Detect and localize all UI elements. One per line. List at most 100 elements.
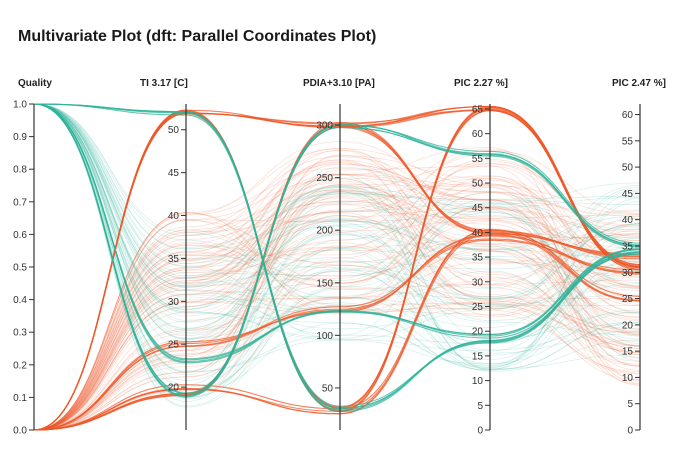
data-line (33, 180, 641, 431)
data-line (33, 103, 641, 382)
tick-label: 40 (622, 215, 634, 226)
data-line (33, 103, 641, 236)
data-line (33, 174, 641, 431)
tick-label: 50 (322, 383, 334, 394)
tick-label: 40 (168, 211, 180, 222)
tick-label: 0 (627, 426, 633, 437)
data-line (33, 103, 641, 352)
data-line (33, 173, 641, 431)
data-line (33, 209, 641, 431)
data-line (33, 103, 641, 299)
data-line (33, 163, 641, 431)
data-line (33, 103, 641, 373)
tick-label: 15 (472, 351, 484, 362)
data-line (33, 103, 641, 371)
tick-label: 50 (472, 179, 484, 190)
data-line (33, 173, 641, 431)
tick-label: 30 (472, 277, 484, 288)
data-line (33, 163, 641, 431)
data-line (33, 162, 641, 431)
data-line (33, 177, 641, 431)
data-line (33, 103, 641, 409)
tick-label: 10 (472, 376, 484, 387)
data-line (33, 103, 641, 395)
tick-label: 50 (168, 125, 180, 136)
data-line (33, 207, 641, 431)
tick-label: 5 (477, 401, 483, 412)
data-line (33, 141, 641, 431)
data-line (33, 239, 641, 431)
tick-label: 0.1 (13, 393, 27, 404)
data-line (33, 212, 641, 431)
data-line (33, 103, 641, 370)
data-line (33, 219, 641, 431)
data-line (33, 191, 641, 431)
tick-label: 55 (472, 154, 484, 165)
data-line (33, 210, 641, 431)
tick-label: 0.0 (13, 426, 27, 437)
tick-label: 60 (472, 129, 484, 140)
tick-label: 40 (472, 228, 484, 239)
tick-label: 55 (622, 136, 634, 147)
data-line (33, 156, 641, 431)
data-line (33, 261, 641, 431)
tick-label: 5 (627, 399, 633, 410)
data-line (33, 197, 641, 431)
data-line (33, 148, 641, 431)
data-line (33, 279, 641, 431)
axis-label: TI 3.17 [C] (140, 78, 188, 89)
tick-label: 45 (472, 203, 484, 214)
data-line (33, 103, 641, 311)
tick-label: 1.0 (13, 100, 27, 111)
data-line (33, 103, 641, 354)
data-line (33, 103, 641, 340)
data-line (33, 215, 641, 431)
data-line (33, 206, 641, 431)
tick-label: 0 (477, 426, 483, 437)
data-line (33, 203, 641, 431)
data-line (33, 103, 641, 411)
tick-label: 35 (622, 241, 634, 252)
data-line (33, 220, 641, 431)
data-line (33, 103, 641, 334)
tick-label: 25 (168, 340, 180, 351)
tick-label: 250 (316, 173, 333, 184)
data-line (33, 206, 641, 431)
tick-label: 0.3 (13, 328, 27, 339)
data-line (33, 103, 641, 407)
data-line (33, 159, 641, 431)
tick-label: 45 (622, 189, 634, 200)
data-line (33, 103, 641, 376)
data-line (33, 103, 641, 370)
data-line (33, 103, 641, 340)
data-line (33, 149, 641, 431)
data-line (33, 103, 641, 317)
data-line (33, 103, 641, 329)
data-line (33, 200, 641, 431)
data-line (33, 109, 641, 431)
data-line (33, 219, 641, 431)
data-line (33, 191, 641, 431)
data-line (33, 190, 641, 431)
tick-label: 20 (622, 320, 634, 331)
tick-label: 0.9 (13, 132, 27, 143)
data-line (33, 103, 641, 363)
tick-label: 30 (622, 268, 634, 279)
tick-label: 0.5 (13, 263, 27, 274)
data-line (33, 245, 641, 431)
tick-label: 20 (472, 327, 484, 338)
data-line (33, 212, 641, 431)
data-line (33, 103, 641, 372)
data-line (33, 103, 641, 330)
tick-label: 60 (622, 110, 634, 121)
data-line (33, 203, 641, 431)
axis-label: PDIA+3.10 [PA] (303, 78, 375, 89)
tick-label: 50 (622, 163, 634, 174)
tick-label: 25 (472, 302, 484, 313)
tick-label: 35 (472, 253, 484, 264)
data-line (33, 209, 641, 431)
data-line (33, 217, 641, 431)
tick-label: 20 (168, 383, 180, 394)
tick-label: 65 (472, 104, 484, 115)
